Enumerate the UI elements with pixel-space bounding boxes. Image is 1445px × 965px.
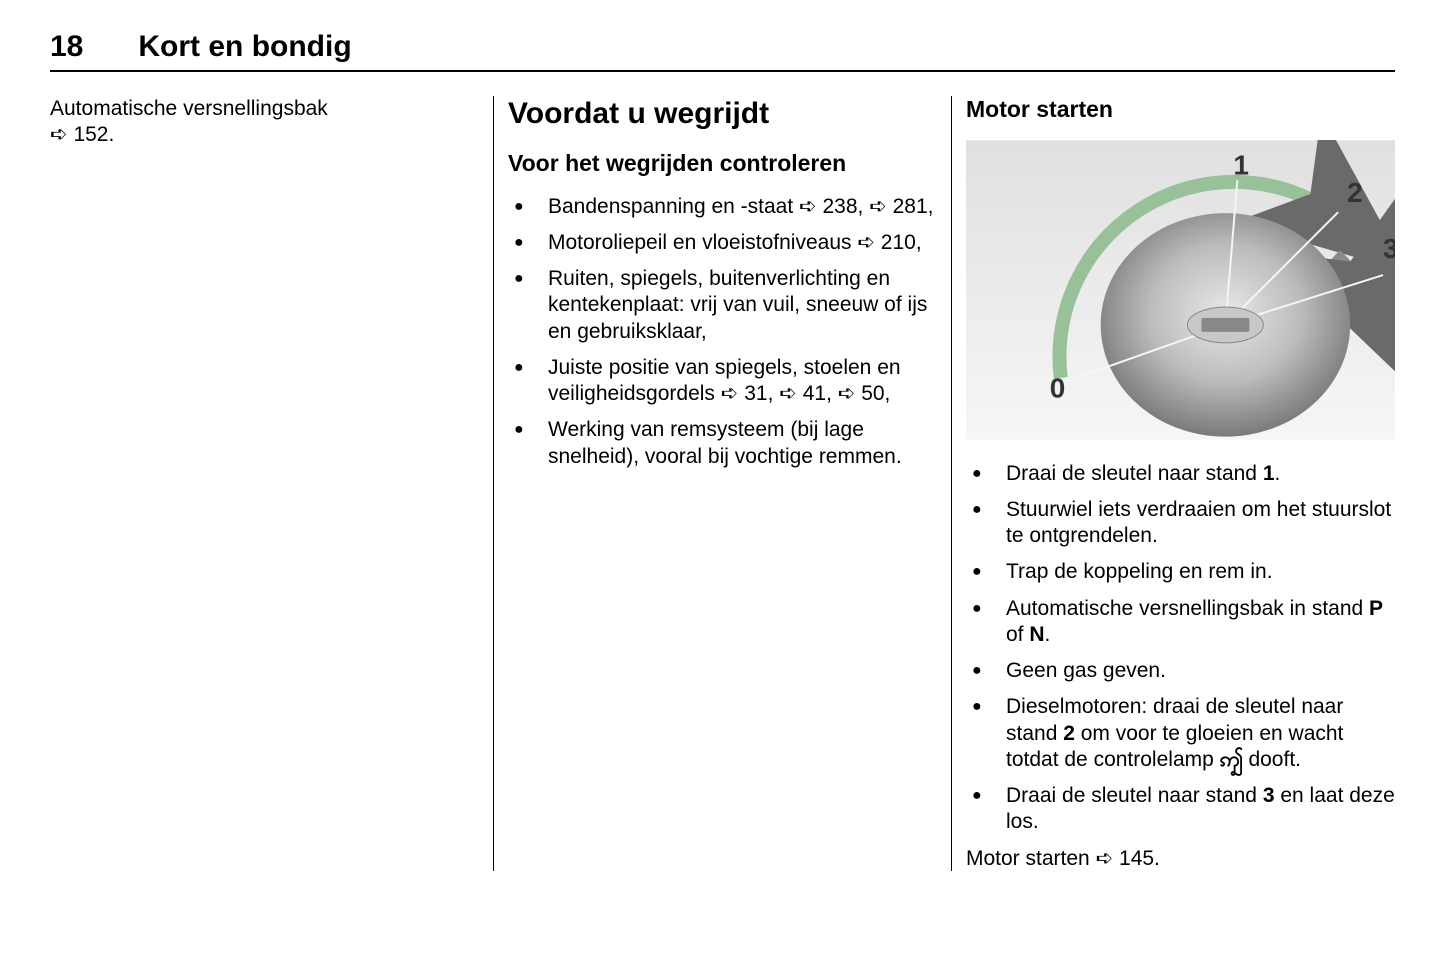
list-item: Werking van remsysteem (bij lage snelhei… — [540, 417, 937, 470]
pos-label-0: 0 — [1050, 372, 1066, 403]
content-columns: Automatische versnellingsbak ➪ 152. Voor… — [50, 96, 1395, 871]
list-item: Juiste positie van spiegels, stoe­len en… — [540, 355, 937, 408]
ref-arrow-icon: ➪ — [50, 123, 68, 146]
col1-line2-rest: 152. — [73, 123, 114, 146]
pos-label-1: 1 — [1233, 149, 1249, 180]
col1-body: Automatische versnellingsbak ➪ 152. — [50, 96, 479, 149]
pos-label-2: 2 — [1347, 177, 1363, 208]
page-header: 18 Kort en bondig — [50, 30, 1395, 72]
manual-page: 18 Kort en bondig Automatische versnelli… — [0, 0, 1445, 965]
list-item: Ruiten, spiegels, buitenverlich­ting en … — [540, 266, 937, 345]
list-item: Stuurwiel iets verdraaien om het stuursl… — [998, 497, 1395, 550]
ref-arrow-icon: ➪ — [1096, 847, 1114, 870]
col3-bullet-list: Draai de sleutel naar stand 1. Stuurwiel … — [966, 461, 1395, 836]
col2-h2: Voor het wegrijden controleren — [508, 150, 937, 178]
list-item: Dieselmotoren: draai de sleutel naar sta… — [998, 694, 1395, 773]
list-item: Motoroliepeil en vloeistofniveaus ➪ 210, — [540, 230, 937, 256]
key-slot — [1201, 318, 1249, 332]
column-1: Automatische versnellingsbak ➪ 152. — [50, 96, 493, 871]
list-item: Trap de koppeling en rem in. — [998, 559, 1395, 585]
column-3: Motor starten — [951, 96, 1395, 871]
col1-line1: Automatische versnellingsbak — [50, 97, 328, 120]
ignition-diagram: 0 1 2 3 — [966, 140, 1395, 440]
column-2: Voordat u wegrijdt Voor het wegrijden co… — [493, 96, 951, 871]
pos-label-3: 3 — [1383, 233, 1395, 264]
col3-footer-page: 145. — [1119, 847, 1160, 870]
list-item: Draai de sleutel naar stand 1. — [998, 461, 1395, 487]
list-item: Geen gas geven. — [998, 658, 1395, 684]
col3-h2: Motor starten — [966, 96, 1395, 124]
col3-footer: Motor starten ➪ 145. — [966, 846, 1395, 871]
page-number: 18 — [50, 30, 83, 64]
col2-bullet-list: Bandenspanning en -staat ➪ 238, ➪ 281, Mo… — [508, 194, 937, 470]
col2-h1: Voordat u wegrijdt — [508, 96, 937, 132]
col3-footer-text: Motor starten — [966, 847, 1096, 870]
list-item: Automatische versnellingsbak in stand P … — [998, 596, 1395, 649]
list-item: Draai de sleutel naar stand 3 en laat de… — [998, 783, 1395, 836]
section-title: Kort en bondig — [138, 30, 351, 64]
list-item: Bandenspanning en -staat ➪ 238, ➪ 281, — [540, 194, 937, 220]
